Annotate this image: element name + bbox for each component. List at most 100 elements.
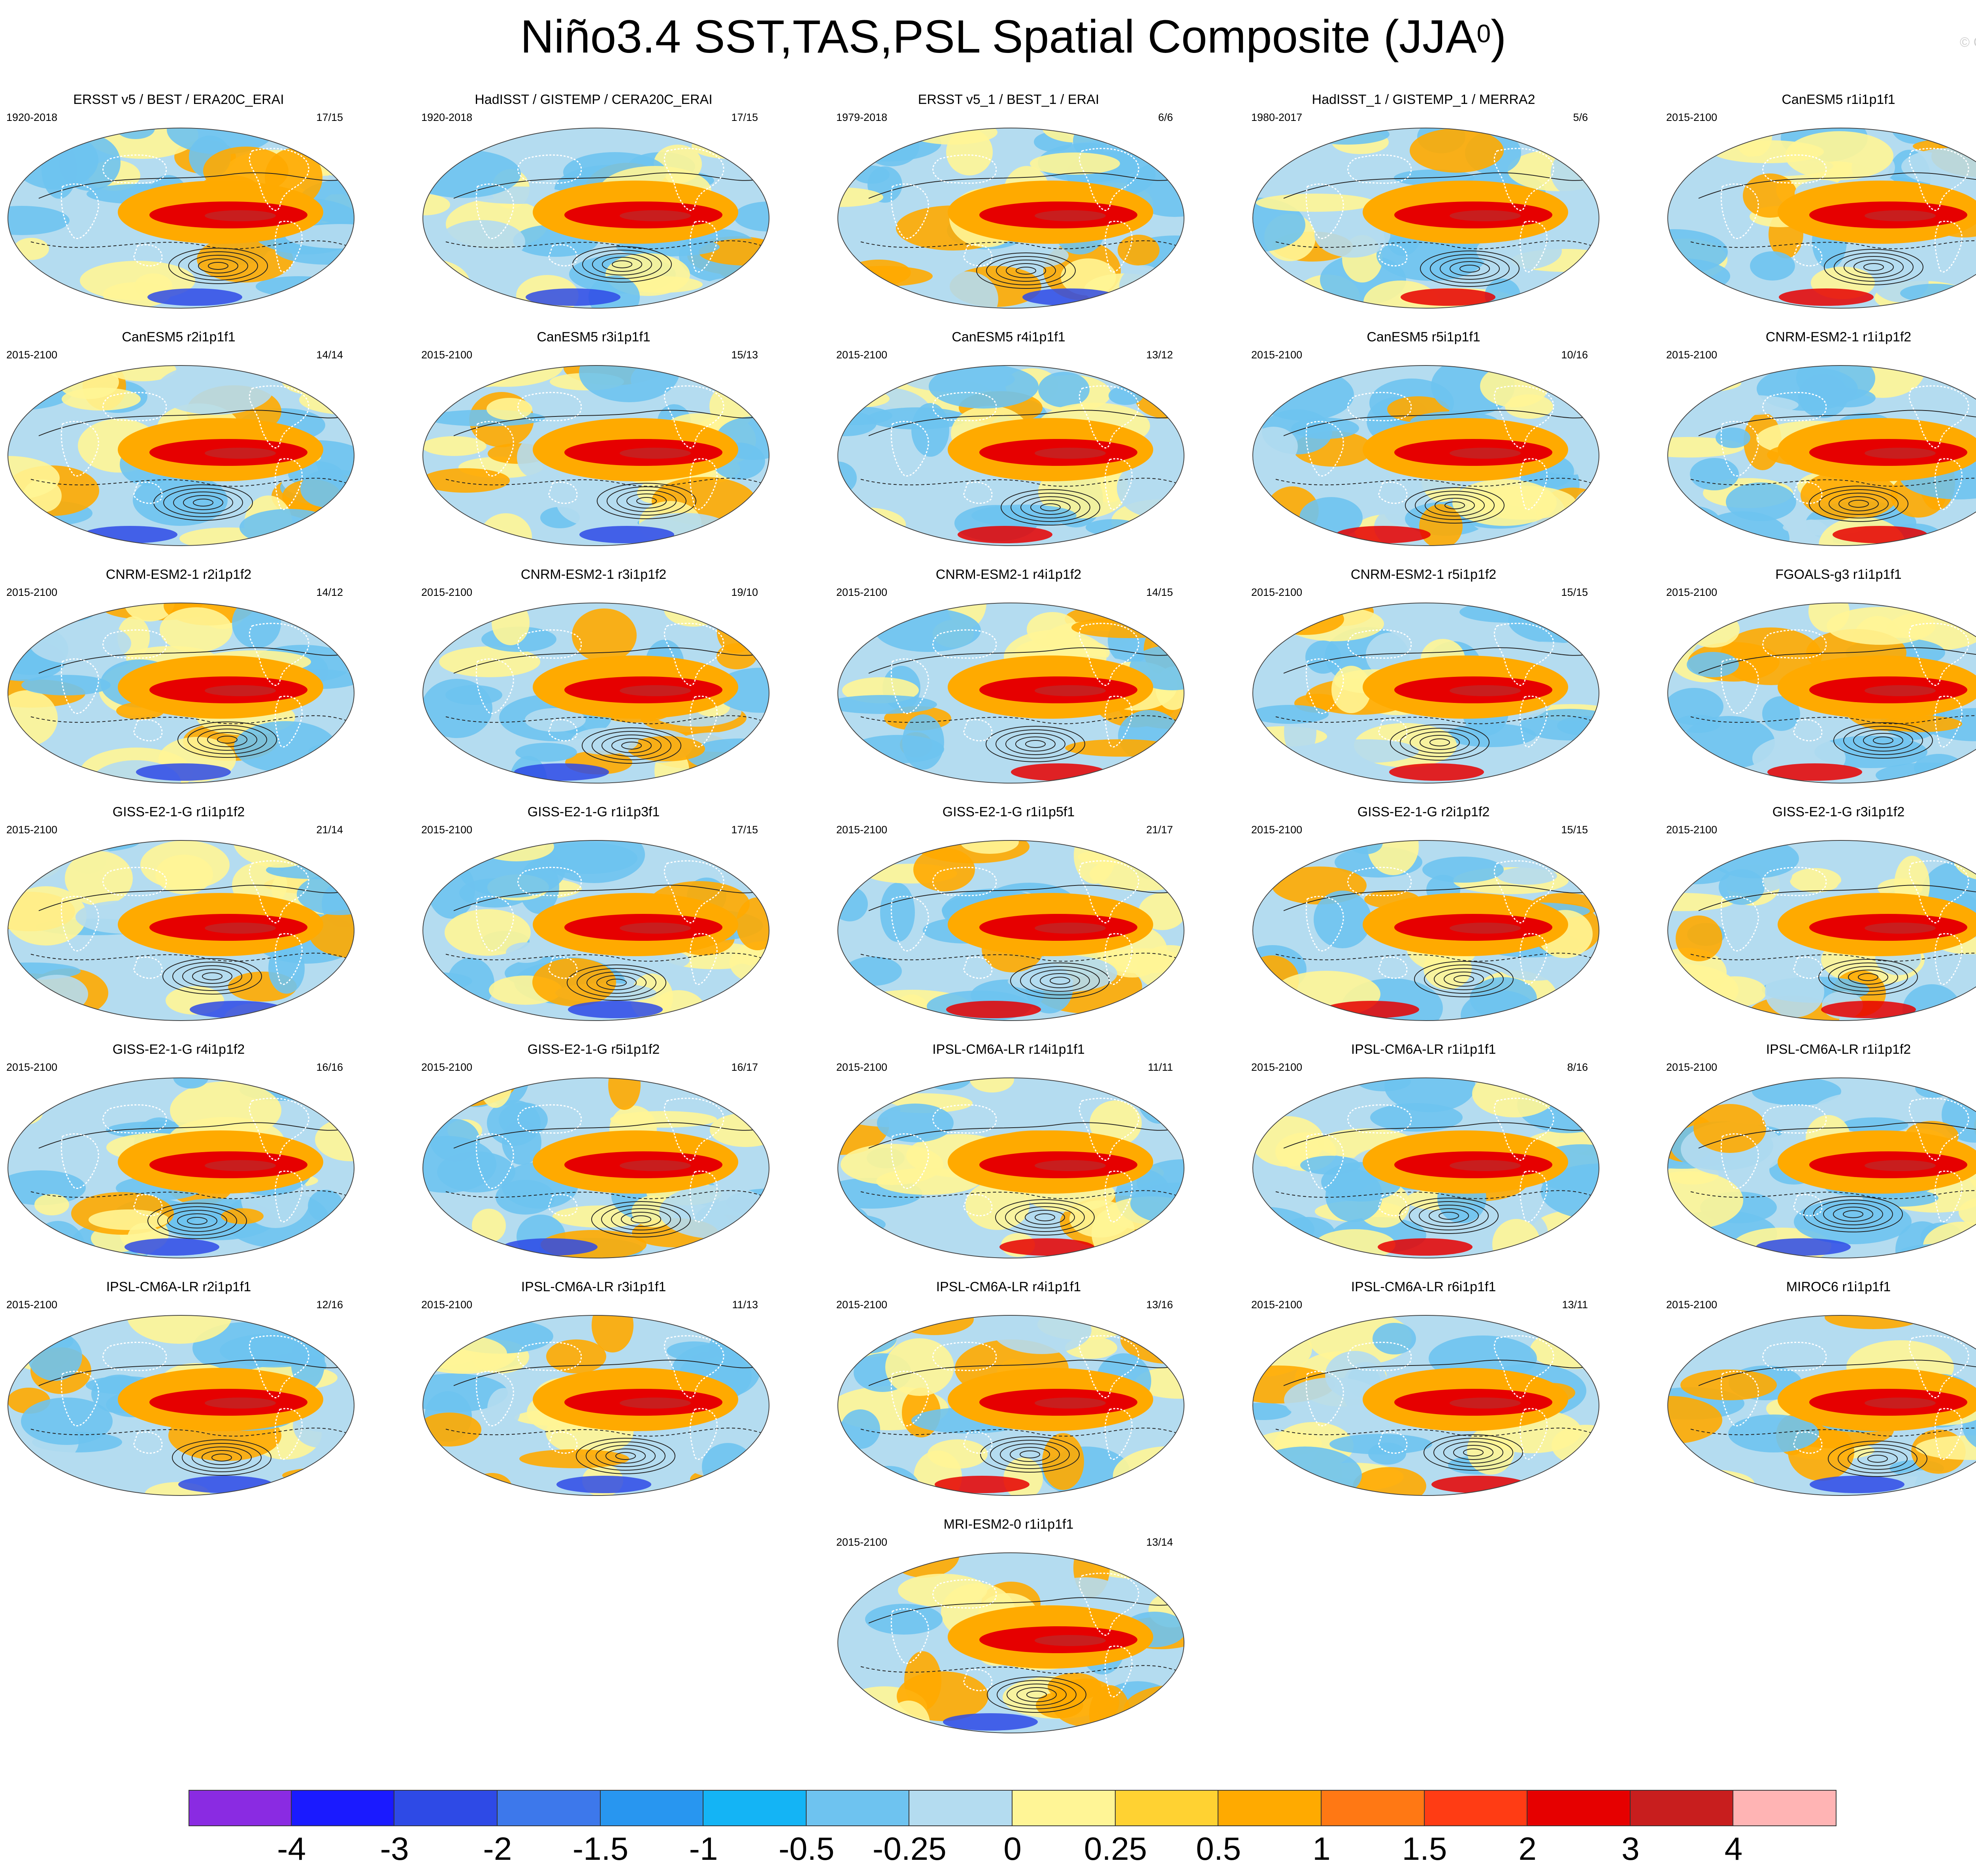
robinson-map: [1667, 603, 1976, 784]
robinson-map: [8, 128, 354, 309]
robinson-map: [1252, 603, 1599, 784]
map-panel: GISS-E2-1-G r2i1p1f2 2015-2100 15/15: [1245, 804, 1602, 1025]
panel-title: CNRM-ESM2-1 r4i1p1f2: [935, 567, 1082, 582]
panel-title: IPSL-CM6A-LR r2i1p1f1: [106, 1279, 251, 1294]
robinson-map: [837, 603, 1184, 784]
panel-title: IPSL-CM6A-LR r4i1p1f1: [936, 1279, 1081, 1294]
panel-event-count: 11/13: [732, 1299, 758, 1311]
colorbar-swatch: [806, 1790, 910, 1826]
colorbar-swatch: [1115, 1790, 1219, 1826]
map-panel: IPSL-CM6A-LR r3i1p1f1 2015-2100 11/13: [415, 1279, 772, 1500]
panel-event-count: 16/17: [731, 1061, 758, 1073]
colorbar-tick-label: 1: [1312, 1831, 1331, 1867]
panel-event-count: 16/16: [316, 1061, 343, 1073]
colorbar-tick-label: -3: [380, 1831, 409, 1867]
panel-years: 1920-2018: [6, 111, 58, 123]
panel-years: 2015-2100: [1251, 586, 1303, 598]
panel-event-count: 5/6: [1573, 111, 1588, 123]
panel-title: FGOALS-g3 r1i1p1f1: [1775, 567, 1902, 582]
robinson-map: [422, 1315, 769, 1496]
panel-title: IPSL-CM6A-LR r14i1p1f1: [932, 1042, 1085, 1057]
figure-title-superscript: 0: [1476, 19, 1491, 48]
robinson-map: [8, 840, 354, 1021]
map-panel: HadISST / GISTEMP / CERA20C_ERAI 1920-201…: [415, 92, 772, 313]
robinson-map: [837, 1552, 1184, 1733]
robinson-map: [1252, 365, 1599, 546]
panel-title: CanESM5 r5i1p1f1: [1367, 330, 1480, 345]
colorbar-tick-label: 1.5: [1402, 1831, 1447, 1867]
robinson-map: [837, 1077, 1184, 1258]
colorbar-tick-label: -0.25: [872, 1831, 947, 1867]
robinson-map: [8, 603, 354, 784]
panel-title: GISS-E2-1-G r3i1p1f2: [1772, 804, 1905, 819]
robinson-map: [1252, 1077, 1599, 1258]
panel-years: 2015-2100: [1251, 1061, 1303, 1073]
colorbar: [189, 1790, 1836, 1826]
panel-event-count: 14/15: [1146, 586, 1173, 598]
map-panel: CanESM5 r3i1p1f1 2015-2100 15/13: [415, 329, 772, 550]
colorbar-swatch: [1013, 1790, 1116, 1826]
panel-years: 2015-2100: [836, 1061, 888, 1073]
panel-years: 2015-2100: [6, 824, 58, 836]
panel-title: HadISST / GISTEMP / CERA20C_ERAI: [475, 92, 713, 107]
panel-title: GISS-E2-1-G r1i1p3f1: [527, 804, 660, 819]
map-field: [1668, 128, 1976, 308]
figure-title: Niño3.4 SST,TAS,PSL Spatial Composite (J…: [0, 7, 1976, 66]
robinson-map: [422, 840, 769, 1021]
panel-years: 2015-2100: [421, 824, 473, 836]
panel-event-count: 13/14: [1146, 1536, 1173, 1548]
panel-event-count: 17/15: [731, 824, 758, 836]
colorbar-swatch: [1630, 1790, 1734, 1826]
panel-title: GISS-E2-1-G r5i1p1f2: [527, 1042, 660, 1057]
panel-years: 2015-2100: [1666, 1299, 1718, 1311]
robinson-map: [837, 128, 1184, 309]
colorbar-tick-label: -1: [689, 1831, 718, 1867]
panel-event-count: 13/16: [1146, 1299, 1173, 1311]
panel-title: ERSST v5 / BEST / ERA20C_ERAI: [73, 92, 284, 107]
map-panel: CanESM5 r5i1p1f1 2015-2100 10/16: [1245, 329, 1602, 550]
colorbar-swatch: [1733, 1790, 1836, 1826]
colorbar-tick-label: 4: [1724, 1831, 1743, 1867]
panel-years: 2015-2100: [836, 1536, 888, 1548]
colorbar-tick-label: 0: [1003, 1831, 1022, 1867]
panel-event-count: 21/17: [1146, 824, 1173, 836]
robinson-map: [422, 128, 769, 309]
map-field: [1668, 1078, 1976, 1258]
panel-years: 2015-2100: [1251, 349, 1303, 361]
colorbar-tick-label: 3: [1621, 1831, 1640, 1867]
map-panel: IPSL-CM6A-LR r1i1p1f1 2015-2100 8/16: [1245, 1042, 1602, 1263]
panel-years: 2015-2100: [421, 1299, 473, 1311]
map-panel: HadISST_1 / GISTEMP_1 / MERRA2 1980-2017 5…: [1245, 92, 1602, 313]
map-panel: CanESM5 r4i1p1f1 2015-2100 13/12: [830, 329, 1187, 550]
map-panel: ERSST v5 / BEST / ERA20C_ERAI 1920-2018 17…: [0, 92, 357, 313]
panel-years: 2015-2100: [1666, 1061, 1718, 1073]
robinson-map: [8, 365, 354, 546]
panel-title: CNRM-ESM2-1 r1i1p1f2: [1765, 330, 1912, 345]
map-field: [1253, 128, 1599, 308]
panel-years: 1920-2018: [421, 111, 473, 123]
panel-event-count: 10/16: [1561, 349, 1588, 361]
map-panel: GISS-E2-1-G r1i1p1f2 2015-2100 21/14: [0, 804, 357, 1025]
panel-event-count: 13/12: [1146, 349, 1173, 361]
panel-event-count: 14/14: [316, 349, 343, 361]
map-field: [1668, 603, 1976, 783]
panel-years: 1979-2018: [836, 111, 888, 123]
panel-years: 2015-2100: [1251, 1299, 1303, 1311]
map-field: [1668, 840, 1976, 1021]
panel-years: 2015-2100: [836, 1299, 888, 1311]
panel-title: CanESM5 r4i1p1f1: [952, 330, 1065, 345]
map-panel: GISS-E2-1-G r1i1p5f1 2015-2100 21/17: [830, 804, 1187, 1025]
cvdp-credit: © CVDP: [1960, 35, 1976, 50]
map-panel: CanESM5 r2i1p1f1 2015-2100 14/14: [0, 329, 357, 550]
panel-years: 2015-2100: [836, 824, 888, 836]
map-panel: CNRM-ESM2-1 r2i1p1f2 2015-2100 14/12: [0, 567, 357, 788]
panel-event-count: 14/12: [316, 586, 343, 598]
map-field: [8, 1315, 354, 1496]
panel-event-count: 6/6: [1158, 111, 1173, 123]
panel-event-count: 17/15: [731, 111, 758, 123]
panel-years: 2015-2100: [1666, 111, 1718, 123]
